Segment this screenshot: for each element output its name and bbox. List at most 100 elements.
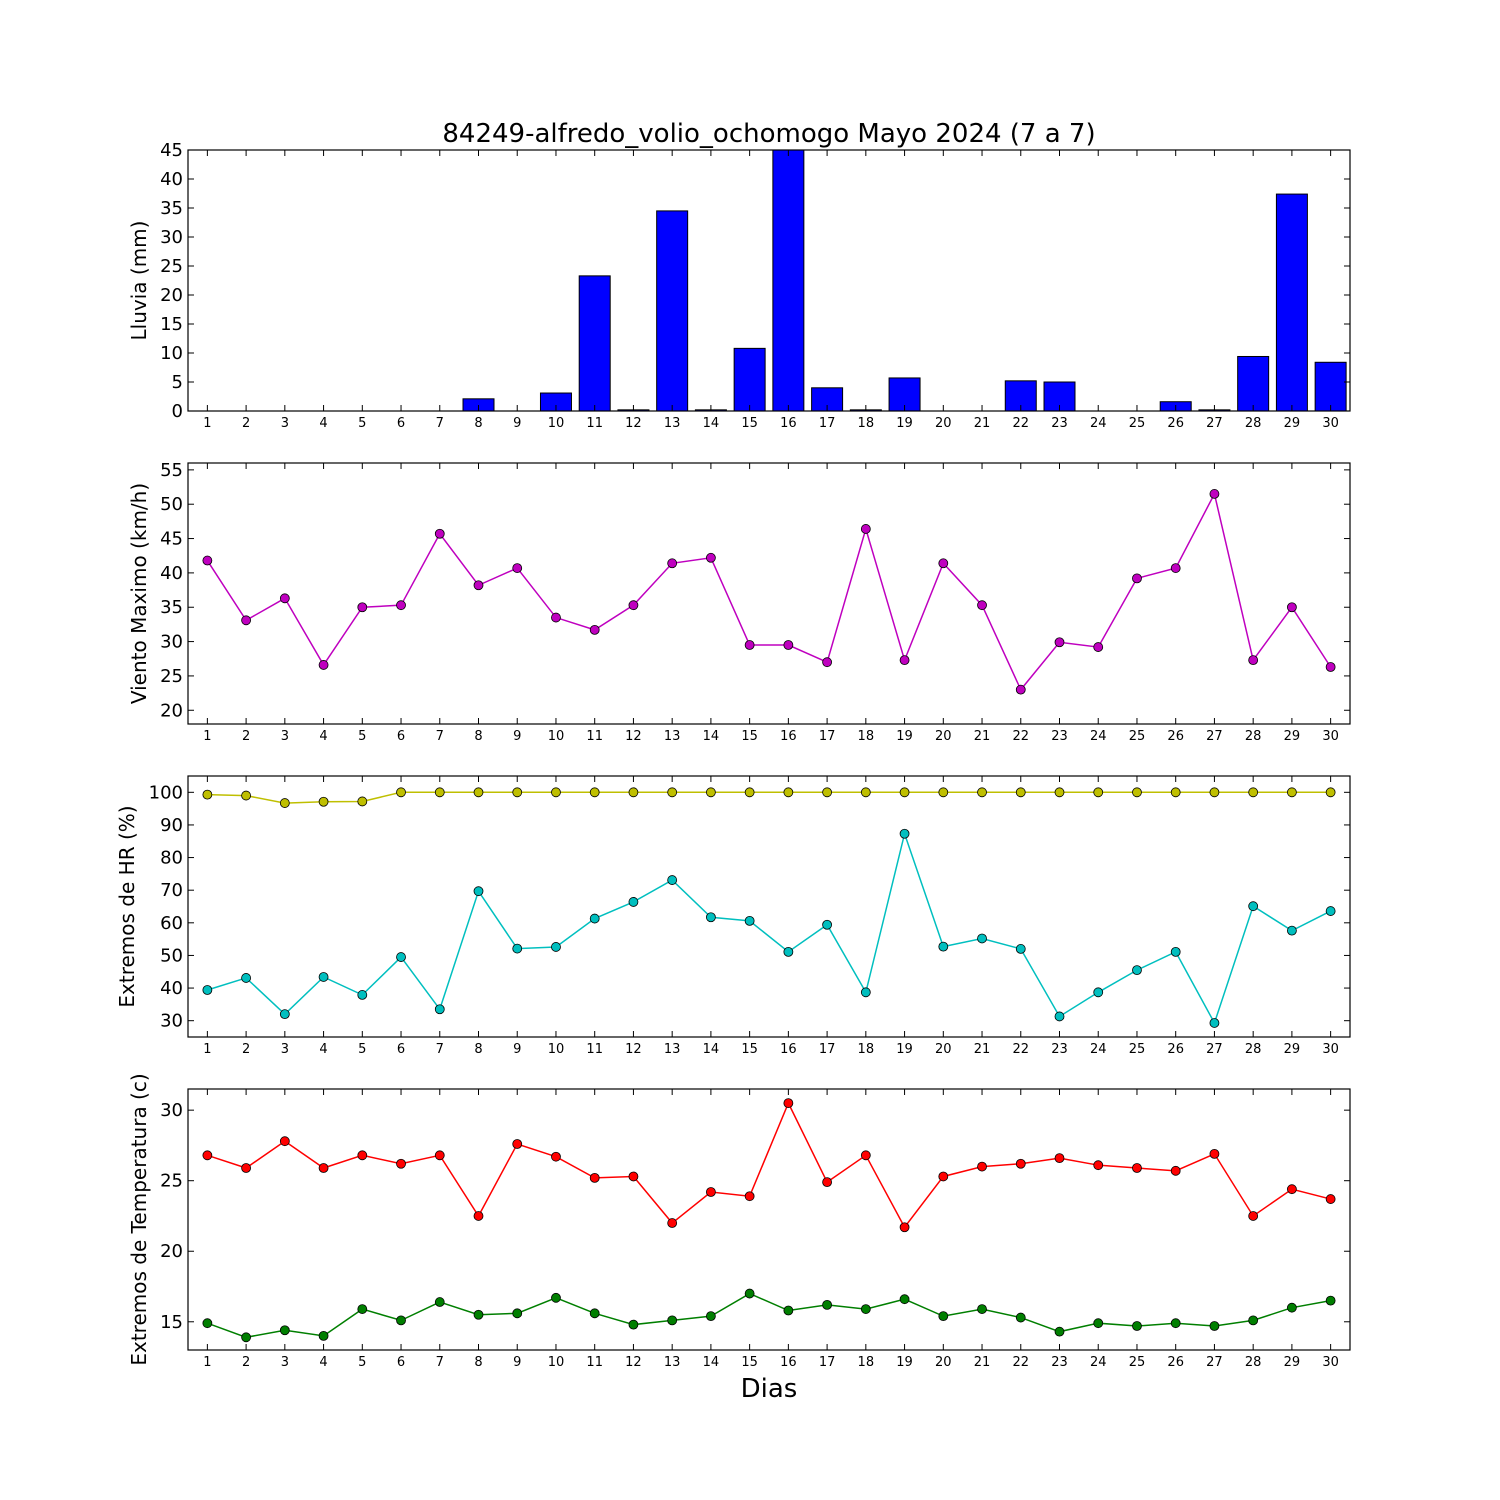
x-tick-label: 19: [896, 729, 913, 744]
axes-frame: [187, 149, 1351, 412]
point-series2-day-20: [938, 1311, 949, 1322]
point-series2-day-27: [1209, 1018, 1220, 1028]
x-tick-label: 8: [474, 729, 482, 744]
point-series1-day-14: [706, 1187, 716, 1197]
x-tick-label: 25: [1129, 416, 1146, 431]
x-tick-label: 3: [281, 1355, 289, 1370]
point-series2-day-6: [396, 1315, 406, 1326]
x-tick-label: 28: [1245, 729, 1262, 744]
point-series1-day-2: [241, 615, 252, 626]
chart-title: 84249-alfredo_volio_ochomogo Mayo 2024 (…: [442, 119, 1095, 149]
y-tick-label: 20: [160, 285, 183, 306]
x-tick-label: 21: [974, 1355, 991, 1370]
x-tick-label: 6: [397, 1042, 405, 1057]
point-series2-day-20: [938, 941, 949, 952]
series-line-1: [206, 491, 1332, 692]
point-series2-day-14: [706, 912, 716, 923]
panel-4: 1 2 3 4 5 6 7 8 9 10 11 12 13 14 15 16 17 18 19 20 21 22 23 24 2…: [127, 1073, 1351, 1370]
y-tick-label: 100: [149, 782, 183, 803]
point-series1-day-1: [202, 789, 213, 800]
point-series1-day-27: [1209, 489, 1220, 499]
x-tick-label: 20: [935, 729, 952, 744]
point-series1-day-13: [667, 1218, 678, 1228]
point-series1-day-24: [1093, 1160, 1104, 1171]
point-series2-day-13: [667, 1315, 678, 1326]
y-tick-label: 50: [160, 494, 183, 515]
x-tick-label: 20: [935, 416, 952, 431]
point-series1-day-3: [279, 798, 290, 808]
point-series1-day-11: [589, 1172, 600, 1183]
point-series1-day-26: [1170, 563, 1181, 573]
point-series1-day-1: [202, 1150, 213, 1161]
x-tick-label: 30: [1322, 729, 1339, 744]
point-series2-day-30: [1325, 906, 1336, 916]
x-tick-label: 26: [1167, 1355, 1184, 1370]
point-series1-day-7: [434, 528, 445, 539]
point-series1-day-9: [512, 1139, 523, 1149]
point-series1-day-3: [279, 1136, 290, 1147]
point-series2-day-15: [744, 1288, 755, 1299]
x-tick-label: 13: [664, 416, 681, 431]
point-series1-day-23: [1054, 637, 1065, 648]
x-tick-label: 22: [1012, 1042, 1029, 1057]
x-tick-label: 4: [319, 729, 327, 744]
point-series2-day-8: [473, 886, 484, 897]
point-series1-day-22: [1015, 684, 1026, 695]
point-series2-day-19: [899, 828, 910, 839]
x-tick-label: 25: [1129, 729, 1146, 744]
point-series2-day-17: [822, 919, 832, 930]
x-tick-label: 3: [281, 729, 289, 744]
point-series2-day-16: [783, 1305, 794, 1316]
point-series1-day-9: [512, 563, 523, 573]
x-tick-label: 13: [664, 1042, 681, 1057]
point-series2-day-8: [473, 1309, 484, 1320]
x-tick-label: 20: [935, 1355, 952, 1370]
point-series1-day-20: [938, 558, 949, 569]
point-series1-day-30: [1325, 1194, 1336, 1204]
point-series2-day-22: [1015, 944, 1026, 954]
y-axis-label: Extremos de HR (%): [115, 805, 139, 1007]
x-tick-label: 8: [474, 416, 482, 431]
point-series1-day-12: [628, 1171, 639, 1182]
point-series1-day-24: [1093, 642, 1104, 652]
point-series1-day-18: [860, 524, 871, 534]
x-tick-label: 3: [281, 1042, 289, 1057]
x-tick-label: 9: [513, 729, 521, 744]
axes-frame: [187, 775, 1351, 1038]
y-tick-label: 60: [160, 913, 183, 934]
point-series1-day-20: [938, 787, 949, 798]
point-series1-day-22: [1015, 1158, 1026, 1169]
x-tick-label: 19: [896, 416, 913, 431]
point-series1-day-26: [1170, 787, 1181, 798]
point-series2-day-3: [279, 1009, 290, 1020]
bar-day-11: [578, 275, 611, 412]
point-series1-day-21: [977, 600, 987, 611]
x-tick-label: 11: [586, 416, 603, 431]
y-tick-label: 45: [160, 529, 183, 550]
y-tick-label: 80: [160, 848, 183, 869]
y-tick-label: 30: [160, 1100, 183, 1121]
point-series2-day-11: [589, 1308, 600, 1319]
panel-2: 1 2 3 4 5 6 7 8 9 10 11 12 13 14 15 16 17 18 19 20 21 22 23 24 2…: [127, 460, 1351, 744]
point-series1-day-18: [860, 1150, 871, 1161]
x-tick-label: 15: [741, 1042, 758, 1057]
x-tick-label: 24: [1090, 729, 1107, 744]
point-series1-day-13: [667, 558, 678, 569]
point-series2-day-26: [1170, 1318, 1181, 1329]
point-series1-day-5: [357, 1150, 368, 1161]
x-tick-label: 24: [1090, 1042, 1107, 1057]
x-tick-label: 7: [436, 416, 444, 431]
point-series2-day-25: [1132, 965, 1142, 976]
point-series1-day-26: [1170, 1165, 1181, 1176]
x-tick-label: 23: [1051, 729, 1068, 744]
point-series2-day-24: [1093, 987, 1104, 998]
x-tick-label: 29: [1284, 1355, 1301, 1370]
x-tick-label: 30: [1322, 1355, 1339, 1370]
point-series2-day-12: [628, 1319, 639, 1330]
point-series2-day-3: [279, 1325, 290, 1336]
x-tick-label: 23: [1051, 416, 1068, 431]
point-series2-day-9: [512, 1308, 523, 1319]
x-tick-label: 30: [1322, 416, 1339, 431]
x-tick-label: 15: [741, 1355, 758, 1370]
